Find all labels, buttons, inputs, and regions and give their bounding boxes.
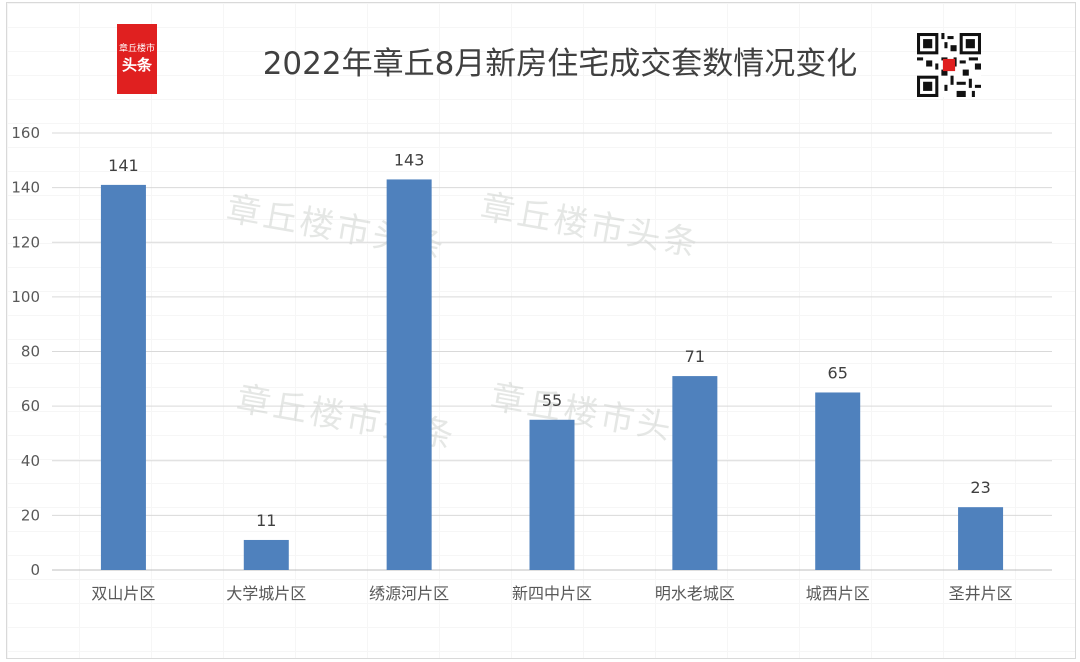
x-tick-label: 绣源河片区	[369, 584, 449, 603]
x-tick-label: 城西片区	[806, 584, 870, 603]
data-label: 11	[256, 511, 276, 530]
data-label: 55	[542, 391, 562, 410]
x-tick-label: 圣井片区	[949, 584, 1013, 603]
y-tick-label: 60	[21, 397, 40, 415]
y-tick-label: 20	[21, 506, 40, 524]
logo-bottom-text: 头条	[121, 56, 152, 74]
x-tick-label: 大学城片区	[226, 584, 306, 603]
qr-code-icon	[917, 33, 981, 97]
y-tick-label: 0	[30, 561, 40, 579]
x-tick-label: 双山片区	[91, 584, 155, 603]
x-tick-label: 新四中片区	[512, 584, 592, 603]
bar	[529, 419, 575, 570]
logo-top-text: 章丘楼市	[118, 44, 155, 54]
y-tick-label: 140	[11, 179, 40, 197]
chart-title: 2022年章丘8月新房住宅成交套数情况变化	[262, 46, 858, 82]
y-tick-label: 120	[11, 233, 40, 251]
data-label: 71	[685, 347, 705, 366]
x-tick-label: 明水老城区	[655, 584, 735, 603]
bar	[386, 179, 432, 570]
bar	[815, 392, 861, 570]
bar	[100, 184, 146, 571]
y-tick-label: 160	[11, 124, 40, 142]
data-label: 143	[394, 150, 425, 169]
data-label: 141	[108, 156, 139, 175]
y-tick-label: 80	[21, 343, 40, 361]
y-tick-label: 100	[11, 288, 40, 306]
data-label: 23	[970, 478, 990, 497]
bar	[672, 376, 718, 570]
logo-badge: 章丘楼市 头条	[117, 24, 157, 94]
bar	[958, 507, 1004, 570]
y-tick-label: 40	[21, 452, 40, 470]
data-label: 65	[828, 363, 848, 382]
bar	[243, 539, 289, 570]
